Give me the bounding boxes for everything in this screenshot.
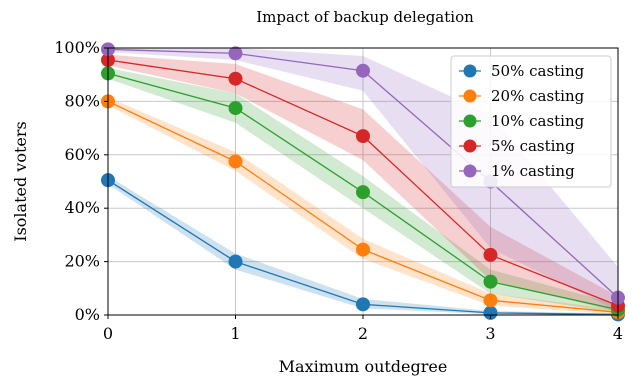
chart-title: Impact of backup delegation (256, 8, 474, 26)
point-series-3-2 (356, 129, 370, 144)
y-tick-label-5: 100% (54, 38, 100, 57)
legend-marker-0 (463, 64, 477, 78)
x-tick-label-0: 0 (103, 324, 113, 343)
legend: 50% casting 20% casting 10% casting 5% cast… (450, 55, 612, 188)
y-axis-label: Isolated voters (11, 121, 30, 241)
y-axis-ticks: 0% 20% 40% 60% 80% 100% (54, 38, 108, 324)
point-series-1-1 (228, 154, 243, 169)
legend-box (450, 55, 612, 188)
legend-label-0: 50% casting (491, 62, 585, 80)
point-series-1-2 (356, 242, 370, 257)
legend-label-4: 1% casting (491, 162, 575, 180)
y-tick-label-0: 0% (75, 305, 100, 324)
legend-marker-1 (463, 89, 477, 103)
point-series-2-2 (356, 185, 370, 200)
x-tick-label-4: 4 (613, 324, 623, 343)
band-series-4 (108, 48, 618, 311)
point-series-4-1 (228, 46, 243, 61)
y-tick-label-3: 60% (64, 145, 100, 164)
legend-label-3: 5% casting (491, 137, 575, 155)
point-series-3-3 (483, 247, 498, 262)
y-tick-label-1: 20% (64, 252, 100, 271)
band-series-3 (108, 54, 618, 312)
x-tick-label-1: 1 (230, 324, 240, 343)
legend-marker-4 (463, 164, 477, 178)
legend-marker-2 (463, 114, 477, 128)
x-tick-label-3: 3 (485, 324, 495, 343)
point-series-3-1 (228, 71, 243, 86)
x-axis-ticks: 0 1 2 3 4 (103, 315, 623, 343)
y-tick-label-4: 80% (64, 91, 100, 110)
point-series-2-3 (483, 274, 498, 289)
x-tick-label-2: 2 (358, 324, 368, 343)
point-series-2-1 (228, 101, 243, 116)
point-series-0-2 (356, 297, 370, 312)
x-axis-label: Maximum outdegree (279, 357, 448, 376)
legend-label-1: 20% casting (491, 87, 585, 105)
point-series-4-2 (356, 63, 370, 78)
point-series-1-3 (483, 293, 498, 308)
legend-label-2: 10% casting (491, 112, 585, 130)
legend-marker-3 (463, 139, 477, 153)
y-tick-label-2: 40% (64, 198, 100, 217)
point-series-0-1 (228, 254, 243, 269)
